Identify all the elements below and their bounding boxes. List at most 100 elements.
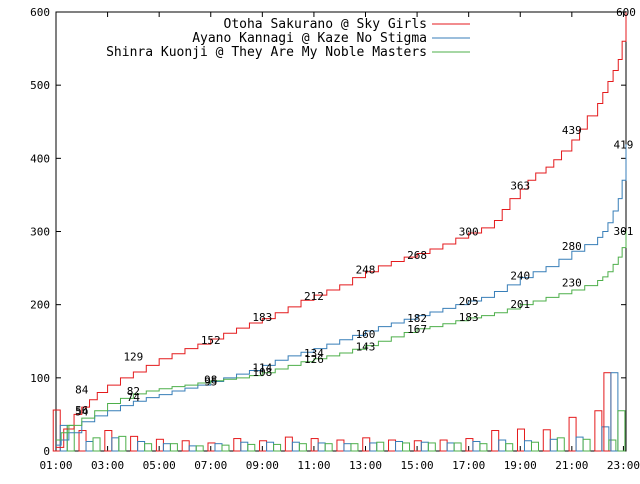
histogram-bar-peak <box>603 372 612 452</box>
histogram-bar <box>362 437 371 452</box>
point-label: 126 <box>304 353 324 366</box>
x-tick-label: 05:00 <box>143 459 176 472</box>
x-tick-label: 11:00 <box>297 459 330 472</box>
histogram-bar <box>247 443 256 452</box>
histogram-bar <box>530 441 539 452</box>
histogram-bar <box>594 410 603 452</box>
point-label: 56 <box>75 404 88 417</box>
x-tick-label: 03:00 <box>91 459 124 472</box>
histogram-bar <box>317 442 326 452</box>
histogram-bar <box>402 442 411 452</box>
legend-label: Otoha Sakurano @ Sky Girls <box>224 17 428 32</box>
legend-label: Ayano Kannagi @ Kaze No Stigma <box>192 31 427 46</box>
histogram-bar <box>608 439 617 452</box>
point-label: 160 <box>356 328 376 341</box>
histogram-bar <box>453 442 462 452</box>
histogram-bar <box>195 445 204 452</box>
legend-label: Shinra Kuonji @ They Are My Noble Master… <box>106 45 427 60</box>
histogram-bar <box>413 440 422 452</box>
point-label: 268 <box>407 249 427 262</box>
plot-frame <box>55 11 627 452</box>
histogram-bar <box>233 438 242 452</box>
point-label: 300 <box>459 226 479 239</box>
histogram-bar <box>169 443 178 452</box>
histogram-bar <box>284 436 293 452</box>
point-label: 108 <box>252 366 272 379</box>
histogram-bar <box>266 441 275 452</box>
histogram-bar-peak <box>610 372 619 452</box>
point-label: 183 <box>252 311 272 324</box>
point-label: 419 <box>613 138 633 151</box>
x-tick-label: 13:00 <box>349 459 382 472</box>
point-label: 182 <box>407 312 427 325</box>
histogram-bar <box>369 442 378 452</box>
histogram-bar <box>575 436 584 452</box>
point-label: 82 <box>127 385 140 398</box>
histogram-bar <box>181 440 190 452</box>
y-tick-label: 0 <box>43 445 50 458</box>
histogram-bar <box>92 437 101 452</box>
histogram-bar <box>111 437 120 452</box>
point-label: 212 <box>304 290 324 303</box>
y-tick-label: 300 <box>30 226 50 239</box>
x-tick-label: 21:00 <box>555 459 588 472</box>
histogram-bar <box>505 443 514 452</box>
histogram-bar <box>498 439 507 452</box>
series-line <box>56 230 627 441</box>
histogram-bar <box>376 441 385 452</box>
x-tick-label: 07:00 <box>194 459 227 472</box>
histogram-bar <box>214 443 223 452</box>
series-line <box>56 12 627 448</box>
point-label: 183 <box>459 311 479 324</box>
series-line <box>56 144 627 446</box>
histogram-bar <box>516 428 525 452</box>
y-tick-label: 500 <box>30 79 50 92</box>
histogram-bar <box>118 435 127 452</box>
point-label: 74 <box>127 391 141 404</box>
histogram-bar <box>336 439 345 452</box>
histogram-bar <box>130 435 139 452</box>
point-label: 439 <box>562 124 582 137</box>
point-label: 600 <box>616 6 636 19</box>
x-tick-label: 09:00 <box>246 459 279 472</box>
point-label: 84 <box>75 384 89 397</box>
histogram-bar <box>523 440 532 452</box>
histogram-bar <box>240 441 249 452</box>
point-label: 280 <box>562 240 582 253</box>
histogram-bar <box>144 443 153 452</box>
histogram-bar <box>568 416 577 452</box>
histogram-bar <box>601 426 610 452</box>
histogram-bar <box>291 441 300 452</box>
histogram-bar <box>439 439 448 452</box>
point-label: 98 <box>204 373 217 386</box>
histogram-bar <box>395 440 404 452</box>
point-label: 114 <box>252 362 272 375</box>
histogram-bar <box>388 439 397 452</box>
point-label: 129 <box>123 351 143 364</box>
histogram-bar <box>155 438 164 452</box>
histogram-bar <box>420 441 429 452</box>
x-tick-label: 17:00 <box>452 459 485 472</box>
point-label: 201 <box>510 298 530 311</box>
histogram-bar <box>273 443 282 452</box>
histogram-bar <box>259 440 268 452</box>
histogram-bar <box>427 442 436 452</box>
y-tick-label: 600 <box>30 6 50 19</box>
histogram-bar <box>350 443 359 452</box>
point-label: 205 <box>459 295 479 308</box>
histogram-bar <box>310 438 319 452</box>
point-label: 95 <box>204 375 217 388</box>
histogram-bar <box>446 442 455 452</box>
y-tick-label: 200 <box>30 299 50 312</box>
histogram-bar <box>549 438 558 452</box>
x-tick-label: 15:00 <box>401 459 434 472</box>
histogram-bar <box>78 430 87 452</box>
point-label: 301 <box>613 225 633 238</box>
y-tick-label: 400 <box>30 152 50 165</box>
histogram-bar <box>582 438 591 452</box>
point-label: 167 <box>407 323 427 336</box>
point-label: 240 <box>510 269 530 282</box>
histogram-bar <box>491 430 500 452</box>
histogram-bar <box>162 443 171 452</box>
